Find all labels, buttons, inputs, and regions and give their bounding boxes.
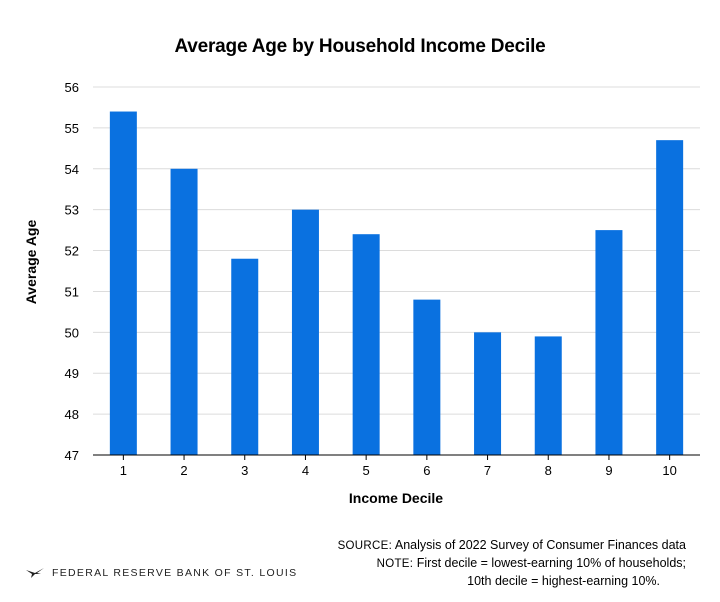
y-tick-label: 55 (65, 121, 79, 136)
x-tick-label: 6 (423, 463, 430, 478)
eagle-logo-icon (26, 568, 44, 578)
x-tick-label: 4 (302, 463, 309, 478)
bar-decile-8 (534, 336, 562, 455)
x-tick-label: 9 (605, 463, 612, 478)
bar-decile-4 (291, 209, 319, 455)
bar-decile-7 (474, 332, 502, 455)
bars (109, 111, 684, 456)
note-label: NOTE: (376, 558, 414, 570)
source-note: SOURCE: Analysis of 2022 Survey of Consu… (338, 537, 686, 590)
y-tick-label: 54 (65, 162, 79, 177)
note-text-1: First decile = lowest-earning 10% of hou… (416, 556, 686, 570)
chart-title: Average Age by Household Income Decile (174, 36, 546, 57)
bar-decile-5 (352, 234, 380, 455)
x-tick-label: 10 (662, 463, 676, 478)
bar-decile-2 (170, 168, 198, 455)
y-tick-label: 47 (65, 448, 79, 463)
x-tick-label: 1 (120, 463, 127, 478)
x-tick-label: 5 (363, 463, 370, 478)
y-tick-label: 49 (65, 366, 79, 381)
y-axis-ticks: 47 48 49 50 51 52 53 54 55 56 (65, 80, 79, 463)
y-tick-label: 52 (65, 244, 79, 259)
y-tick-label: 48 (65, 407, 79, 422)
note-text-2: 10th decile = highest-earning 10%. (467, 574, 660, 588)
y-tick-label: 51 (65, 284, 79, 299)
note-line: NOTE: First decile = lowest-earning 10% … (338, 555, 686, 573)
bar-decile-6 (413, 299, 441, 455)
bar-decile-1 (109, 111, 137, 456)
bar-decile-9 (595, 230, 623, 455)
x-axis-title: Income Decile (349, 490, 443, 506)
brand-footer: FEDERAL RESERVE BANK OF ST. LOUIS (26, 567, 297, 579)
source-line: SOURCE: Analysis of 2022 Survey of Consu… (338, 537, 686, 555)
x-tick-label: 8 (545, 463, 552, 478)
y-axis-title: Average Age (23, 220, 39, 305)
x-tick-label: 2 (180, 463, 187, 478)
x-tick-label: 7 (484, 463, 491, 478)
y-tick-label: 56 (65, 80, 79, 95)
brand-name: FEDERAL RESERVE BANK OF ST. LOUIS (52, 567, 298, 579)
bar-decile-10 (656, 140, 684, 455)
x-tick-label: 3 (241, 463, 248, 478)
y-tick-label: 53 (65, 203, 79, 218)
y-tick-label: 50 (65, 325, 79, 340)
source-label: SOURCE: (337, 540, 393, 552)
x-axis-ticks: 1 2 3 4 5 6 7 8 9 10 (120, 455, 677, 478)
source-text: Analysis of 2022 Survey of Consumer Fina… (394, 538, 686, 552)
bar-decile-3 (231, 258, 259, 455)
